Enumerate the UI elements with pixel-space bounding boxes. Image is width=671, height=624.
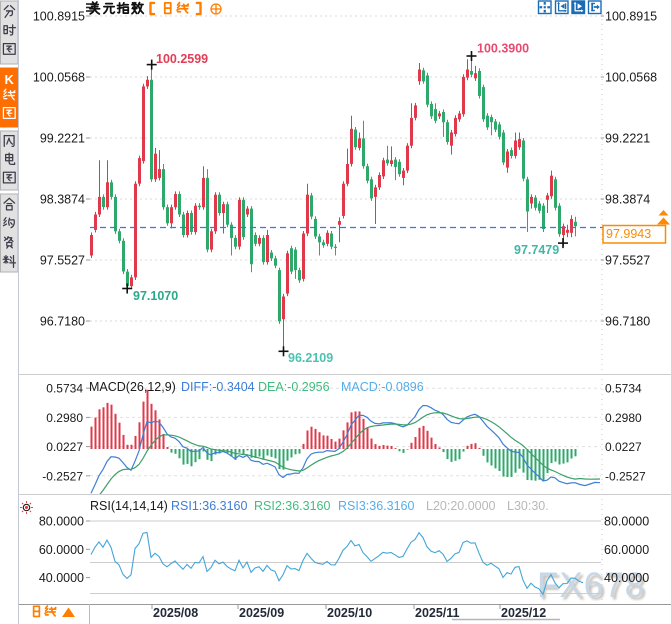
svg-text:-0.2527: -0.2527 <box>42 469 83 483</box>
svg-text:L20:20.0000: L20:20.0000 <box>426 499 496 513</box>
svg-text:K: K <box>5 72 15 87</box>
svg-text:80.0000: 80.0000 <box>604 515 649 529</box>
svg-text:2025/09: 2025/09 <box>239 606 284 620</box>
svg-text:100.8915: 100.8915 <box>605 10 657 24</box>
svg-text:0.2980: 0.2980 <box>605 411 642 425</box>
svg-text:DEA:-0.2956: DEA:-0.2956 <box>258 380 330 394</box>
svg-text:-0.2527: -0.2527 <box>605 469 646 483</box>
svg-text:2025/08: 2025/08 <box>153 606 198 620</box>
svg-text:MACD(26,12,9): MACD(26,12,9) <box>89 380 176 394</box>
svg-text:96.7180: 96.7180 <box>605 315 650 329</box>
svg-text:96.7180: 96.7180 <box>40 315 85 329</box>
svg-text:60.0000: 60.0000 <box>39 543 84 557</box>
svg-text:97.7479: 97.7479 <box>514 243 559 257</box>
svg-text:0.0227: 0.0227 <box>46 440 83 454</box>
svg-text:100.3900: 100.3900 <box>477 42 529 56</box>
svg-text:2025/11: 2025/11 <box>415 606 460 620</box>
svg-text:DIFF:-0.3404: DIFF:-0.3404 <box>181 380 255 394</box>
svg-text:MACD:-0.0896: MACD:-0.0896 <box>341 380 424 394</box>
svg-text:0.5734: 0.5734 <box>605 382 642 396</box>
svg-text:97.1070: 97.1070 <box>133 289 178 303</box>
svg-text:97.5527: 97.5527 <box>40 254 85 268</box>
svg-text:2025/10: 2025/10 <box>327 606 372 620</box>
svg-text:2025/12: 2025/12 <box>501 606 546 620</box>
svg-text:100.0568: 100.0568 <box>33 71 85 85</box>
svg-text:RSI2:36.3160: RSI2:36.3160 <box>254 499 330 513</box>
svg-text:97.5527: 97.5527 <box>605 254 650 268</box>
svg-text:97.9943: 97.9943 <box>606 227 651 241</box>
svg-text:99.2221: 99.2221 <box>40 132 85 146</box>
svg-text:96.2109: 96.2109 <box>288 351 333 365</box>
svg-text:99.2221: 99.2221 <box>605 132 650 146</box>
svg-text:60.0000: 60.0000 <box>604 543 649 557</box>
svg-text:0.0227: 0.0227 <box>605 440 642 454</box>
svg-text:RSI1:36.3160: RSI1:36.3160 <box>171 499 247 513</box>
svg-text:0.5734: 0.5734 <box>46 382 83 396</box>
svg-text:100.2599: 100.2599 <box>156 52 208 66</box>
svg-text:40.0000: 40.0000 <box>39 571 84 585</box>
svg-text:40.0000: 40.0000 <box>604 571 649 585</box>
svg-text:RSI(14,14,14): RSI(14,14,14) <box>90 499 168 513</box>
svg-text:100.8915: 100.8915 <box>33 10 85 24</box>
svg-text:98.3874: 98.3874 <box>40 193 85 207</box>
svg-text:L30:30.: L30:30. <box>507 499 549 513</box>
svg-text:0.2980: 0.2980 <box>46 411 83 425</box>
svg-text:80.0000: 80.0000 <box>39 515 84 529</box>
svg-text:100.0568: 100.0568 <box>605 71 657 85</box>
svg-text:98.3874: 98.3874 <box>605 193 650 207</box>
svg-text:RSI3:36.3160: RSI3:36.3160 <box>338 499 414 513</box>
